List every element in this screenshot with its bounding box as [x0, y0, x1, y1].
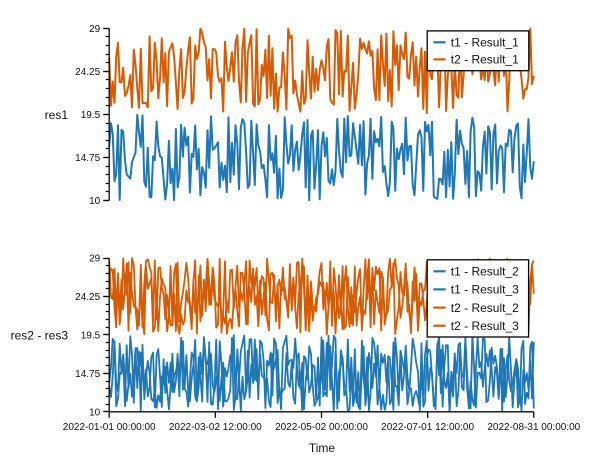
- svg-text:t2 - Result_3: t2 - Result_3: [451, 319, 519, 333]
- svg-text:14.75: 14.75: [75, 369, 100, 380]
- svg-text:res1: res1: [45, 108, 69, 122]
- svg-text:res2 - res3: res2 - res3: [11, 329, 69, 343]
- svg-text:2022-08-31 00:00:00: 2022-08-31 00:00:00: [487, 422, 580, 433]
- svg-text:t2 - Result_1: t2 - Result_1: [451, 53, 519, 67]
- svg-text:t2 - Result_2: t2 - Result_2: [451, 301, 519, 315]
- svg-text:29: 29: [89, 254, 101, 265]
- svg-text:2022-01-01 00:00:00: 2022-01-01 00:00:00: [63, 422, 156, 433]
- svg-text:19.5: 19.5: [81, 331, 101, 342]
- svg-text:Time: Time: [309, 441, 336, 455]
- svg-text:24.25: 24.25: [75, 67, 100, 78]
- svg-text:t1 - Result_2: t1 - Result_2: [451, 265, 519, 279]
- svg-text:t1 - Result_3: t1 - Result_3: [451, 283, 519, 297]
- svg-text:10: 10: [89, 196, 101, 207]
- svg-text:2022-07-01 12:00:00: 2022-07-01 12:00:00: [381, 422, 474, 433]
- svg-text:10: 10: [89, 407, 101, 418]
- svg-text:2022-05-02 00:00:00: 2022-05-02 00:00:00: [275, 422, 368, 433]
- svg-text:14.75: 14.75: [75, 153, 100, 164]
- svg-text:t1 - Result_1: t1 - Result_1: [451, 36, 519, 50]
- svg-text:2022-03-02 12:00:00: 2022-03-02 12:00:00: [169, 422, 262, 433]
- svg-text:19.5: 19.5: [81, 110, 101, 121]
- svg-text:29: 29: [89, 24, 101, 35]
- svg-text:24.25: 24.25: [75, 292, 100, 303]
